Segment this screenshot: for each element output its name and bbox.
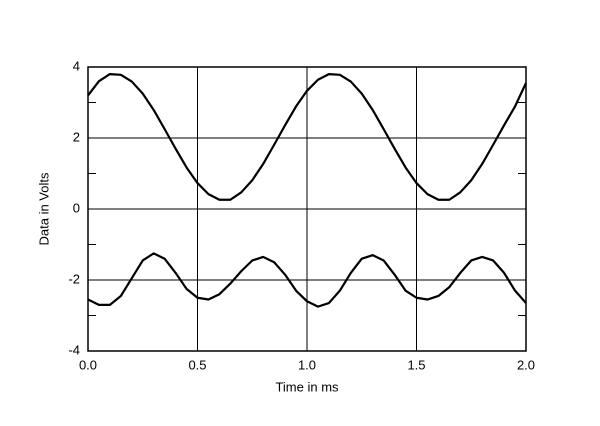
x-tick-label: 0.0 [79,357,97,372]
x-tick-label: 1.0 [298,357,316,372]
x-axis-title: Time in ms [275,379,339,394]
data-line [87,252,527,308]
x-tick-label: 1.5 [407,357,425,372]
y-axis-title: Data in Volts [36,172,51,245]
y-tick-label: -2 [68,271,80,286]
y-tick-label: 0 [73,200,80,215]
data-line [87,73,527,201]
y-tick-label: -4 [68,342,80,357]
y-tick-label: 4 [73,58,80,73]
x-tick-label: 2.0 [517,357,535,372]
plot-frame [87,66,527,352]
y-tick-label: 2 [73,129,80,144]
x-tick-label: 0.5 [188,357,206,372]
